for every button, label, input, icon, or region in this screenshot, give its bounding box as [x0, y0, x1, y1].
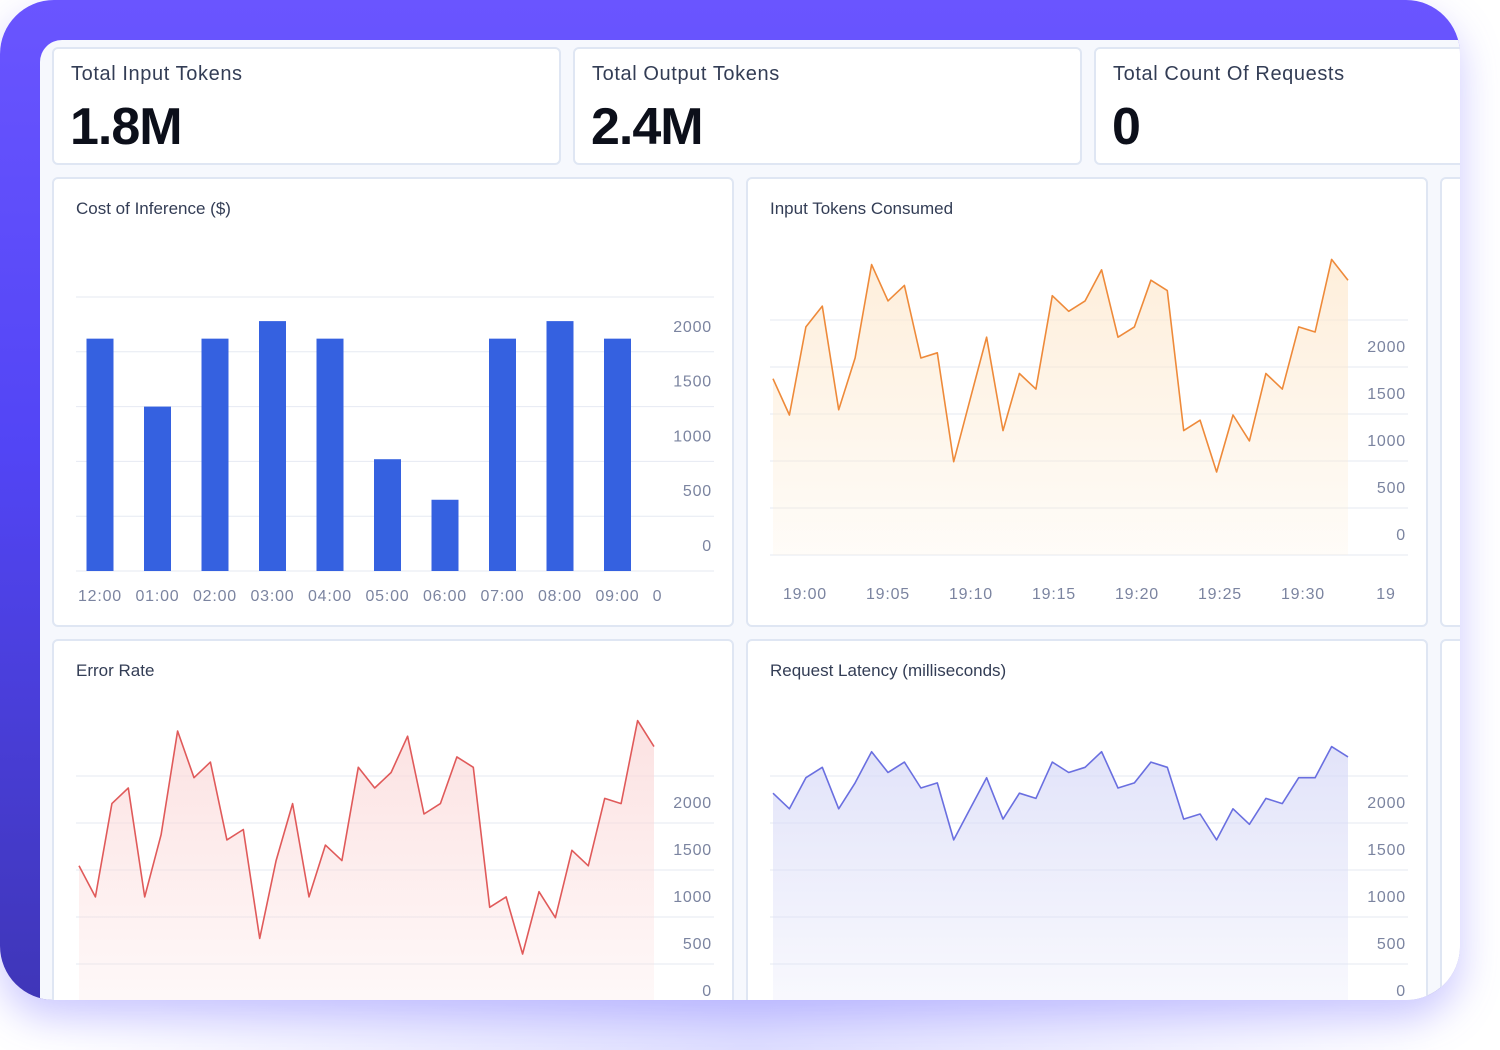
x-tick-label: 12:00 — [78, 588, 122, 605]
y-tick-label: 500 — [1377, 480, 1406, 497]
chart-card-request-latency: Request Latency (milliseconds) 0 500 1000 1… — [746, 639, 1428, 1000]
area-chart: 0 500 1000 1500 2000 19:00 19:05 19:10 19:15 19:2… — [770, 258, 1408, 603]
x-tick-label: 04:00 — [308, 588, 352, 605]
bar — [546, 321, 574, 571]
dashboard-screen: Total Input Tokens 1.8M Total Output Tok… — [40, 40, 1460, 1000]
y-tick-label: 2000 — [673, 795, 712, 812]
area-chart: 0 500 1000 1500 2000 — [770, 745, 1408, 1000]
chart-title: Cost of Inference ($) — [76, 199, 231, 218]
x-tick-label: 19:05 — [866, 586, 910, 603]
y-tick-label: 1500 — [1367, 842, 1406, 859]
stat-label: Total Input Tokens — [71, 63, 243, 85]
x-tick-label: 19:20 — [1115, 586, 1159, 603]
y-tick-label: 0 — [1396, 527, 1406, 544]
x-tick-label: 02:00 — [193, 588, 237, 605]
stat-card-input-tokens: Total Input Tokens 1.8M — [52, 47, 561, 165]
series-line — [78, 719, 655, 955]
chart-card-input-tokens-consumed: Input Tokens Consumed 0 500 1000 1500 2000 19… — [746, 177, 1428, 627]
chart-card-error-rate: Error Rate 0 500 1000 1500 2000 — [52, 639, 734, 1000]
x-tick-label: 05:00 — [365, 588, 409, 605]
x-tick-label: 19:25 — [1198, 586, 1242, 603]
stat-card-output-tokens: Total Output Tokens 2.4M — [573, 47, 1082, 165]
chart-title: Input Tokens Consumed — [770, 199, 954, 218]
y-tick-label: 1000 — [673, 889, 712, 906]
area-fill — [773, 746, 1348, 1000]
area-fill — [773, 259, 1348, 555]
x-tick-label: 06:00 — [423, 588, 467, 605]
chart-title: Error Rate — [76, 661, 155, 680]
bar — [201, 338, 229, 571]
x-tick-label: 01:00 — [135, 588, 179, 605]
y-tick-label: 1000 — [1367, 433, 1406, 450]
stat-card-request-count: Total Count Of Requests 0 — [1094, 47, 1460, 165]
y-tick-label: 0 — [1396, 983, 1406, 1000]
y-tick-label: 500 — [683, 483, 712, 500]
y-tick-label: 1500 — [673, 374, 712, 391]
y-tick-label: 500 — [1377, 936, 1406, 953]
bar — [604, 338, 631, 571]
y-tick-label: 0 — [702, 983, 712, 1000]
stat-label: Total Count Of Requests — [1113, 63, 1345, 85]
device-frame: Total Input Tokens 1.8M Total Output Tok… — [0, 0, 1460, 1000]
x-tick-label: 19 — [1376, 586, 1395, 603]
bar — [259, 321, 286, 571]
x-tick-label: 19:30 — [1281, 586, 1325, 603]
bar — [86, 338, 114, 571]
chart-card-cost-of-inference: Cost of Inference ($) 0 500 1000 1500 2000 12… — [52, 177, 734, 627]
y-tick-label: 1500 — [1367, 386, 1406, 403]
y-tick-label: 1500 — [673, 842, 712, 859]
y-tick-label: 500 — [683, 936, 712, 953]
y-tick-label: 0 — [702, 538, 712, 555]
stat-value: 2.4M — [591, 98, 704, 156]
area-fill — [79, 720, 654, 1000]
series-line — [772, 745, 1349, 841]
area-chart: 0 500 1000 1500 2000 — [76, 719, 714, 1000]
x-tick-label: 09:00 — [595, 588, 639, 605]
y-tick-label: 1000 — [1367, 889, 1406, 906]
x-tick-label: 19:15 — [1032, 586, 1076, 603]
y-tick-label: 2000 — [1367, 795, 1406, 812]
chart-title: Request Latency (milliseconds) — [770, 661, 1007, 680]
x-tick-label: 19:10 — [949, 586, 993, 603]
bar — [431, 499, 459, 571]
bar-chart: 0 500 1000 1500 2000 12:00 01:00 02:00 03:00 04:0… — [76, 296, 714, 605]
x-tick-label: 07:00 — [480, 588, 524, 605]
stat-label: Total Output Tokens — [592, 63, 780, 85]
y-tick-label: 1000 — [673, 428, 712, 445]
x-tick-label: 0 — [653, 588, 663, 605]
bar — [144, 406, 171, 571]
x-tick-label: 08:00 — [538, 588, 582, 605]
stat-value: 0 — [1112, 98, 1141, 156]
bar — [316, 338, 344, 571]
x-tick-label: 03:00 — [250, 588, 294, 605]
bar — [489, 338, 516, 571]
stat-value: 1.8M — [70, 98, 183, 156]
series-line — [772, 258, 1349, 473]
x-tick-label: 19:00 — [783, 586, 827, 603]
chart-card-partial — [1440, 639, 1460, 1000]
y-tick-label: 2000 — [1367, 339, 1406, 356]
y-tick-label: 2000 — [673, 319, 712, 336]
bar — [374, 459, 401, 571]
chart-card-partial — [1440, 177, 1460, 627]
